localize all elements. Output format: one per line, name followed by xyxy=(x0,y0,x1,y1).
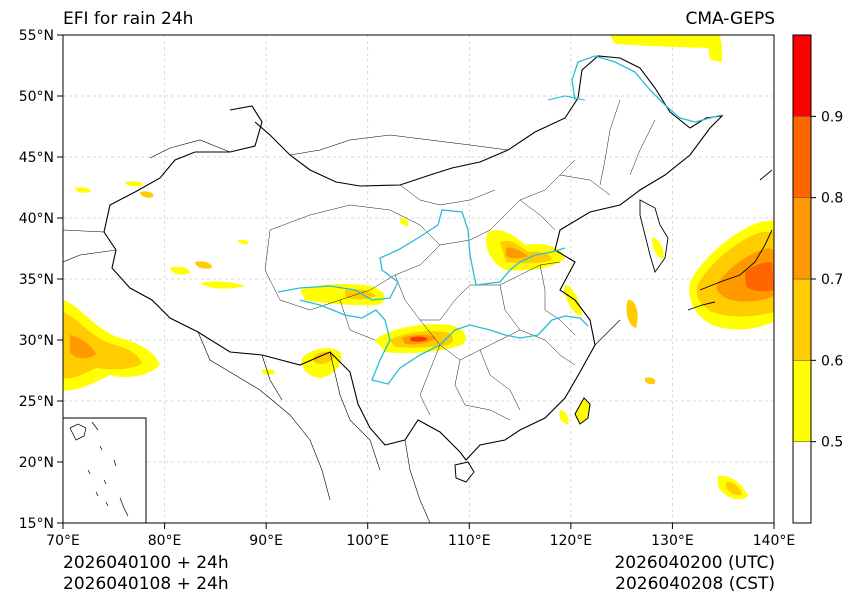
valid-time-utc: 2026040200 (UTC) xyxy=(614,553,775,573)
neighbor-borders xyxy=(63,134,621,523)
colorbar xyxy=(792,34,812,524)
lat-tick-label: 20°N xyxy=(19,455,54,471)
latitude-labels: 55°N 50°N 45°N 40°N 35°N 30°N 25°N 20°N 15°N xyxy=(19,28,54,532)
efi-region-west xyxy=(125,181,143,187)
efi-region-south xyxy=(644,377,656,385)
colorbar-tick-label: 0.8 xyxy=(821,191,843,207)
lat-tick-label: 25°N xyxy=(19,394,54,410)
efi-region-south xyxy=(399,217,409,226)
province-borders xyxy=(264,99,656,421)
lon-tick-label: 110°E xyxy=(448,533,491,549)
china-border xyxy=(103,55,724,461)
yellow-river xyxy=(277,209,566,301)
longitude-labels: 70°E 80°E 90°E 100°E 110°E 120°E 130°E 140°E xyxy=(46,533,795,549)
japan-outline xyxy=(687,169,773,311)
lon-tick-label: 70°E xyxy=(46,533,80,549)
map-title: EFI for rain 24h xyxy=(63,9,194,29)
valid-time-cst: 2026040208 (CST) xyxy=(615,574,775,594)
efi-region-japan xyxy=(745,262,774,292)
korea-outline xyxy=(639,199,669,274)
lat-tick-label: 35°N xyxy=(19,272,54,288)
lon-tick-label: 130°E xyxy=(651,533,694,549)
init-time: 2026040100 + 24h 2026040108 + 24h xyxy=(63,553,229,595)
efi-region-sichuan xyxy=(410,336,428,342)
colorbar-tick-label: 0.6 xyxy=(821,353,843,369)
lon-tick-label: 100°E xyxy=(346,533,389,549)
model-name: CMA-GEPS xyxy=(685,9,775,29)
init-time-cst: 2026040108 + 24h xyxy=(63,574,229,594)
lat-tick-label: 50°N xyxy=(19,89,54,105)
efi-region-east xyxy=(564,285,582,316)
colorbar-tick-label: 0.7 xyxy=(821,272,843,288)
efi-region-west xyxy=(63,312,142,379)
lon-tick-label: 140°E xyxy=(753,533,796,549)
heilong-river xyxy=(571,55,723,123)
efi-region-qinghai xyxy=(300,283,385,306)
south-china-sea-inset xyxy=(62,417,147,524)
lon-tick-label: 80°E xyxy=(148,533,182,549)
lat-tick-label: 15°N xyxy=(19,516,54,532)
efi-region-west xyxy=(238,239,249,245)
efi-region-northeast xyxy=(708,46,722,62)
efi-region-west xyxy=(170,266,190,275)
efi-region-west xyxy=(75,187,91,193)
efi-region-west xyxy=(140,191,154,198)
efi-region-west xyxy=(200,281,245,289)
lat-tick-label: 40°N xyxy=(19,211,54,227)
efi-region-qinghai xyxy=(345,289,376,300)
efi-region-west xyxy=(195,261,212,269)
colorbar-tick-label: 0.5 xyxy=(821,435,843,451)
lat-tick-label: 45°N xyxy=(19,150,54,166)
efi-region-south xyxy=(559,410,569,424)
songhua-river xyxy=(547,95,586,101)
colorbar-segment xyxy=(792,441,812,524)
axis-ticks xyxy=(57,34,775,529)
lat-tick-label: 55°N xyxy=(19,28,54,44)
efi-region-pacific xyxy=(726,481,742,496)
lon-tick-label: 90°E xyxy=(249,533,283,549)
colorbar-segment xyxy=(792,197,812,280)
yangtze-river xyxy=(299,299,589,385)
efi-region-east xyxy=(652,237,664,259)
hainan-island xyxy=(454,461,475,483)
taiwan-island xyxy=(574,397,591,425)
lon-tick-label: 120°E xyxy=(550,533,593,549)
colorbar-segment xyxy=(792,34,812,117)
efi-region-west xyxy=(70,335,96,359)
efi-region-south xyxy=(262,369,275,375)
colorbar-segment xyxy=(792,278,812,361)
efi-region-northeast xyxy=(610,35,722,48)
colorbar-segment xyxy=(792,116,812,198)
init-time-utc: 2026040100 + 24h xyxy=(63,553,229,573)
efi-region-north xyxy=(506,247,528,259)
colorbar-tick-label: 0.9 xyxy=(821,109,843,125)
efi-region-east xyxy=(626,299,638,328)
colorbar-labels: 0.5 0.6 0.7 0.8 0.9 xyxy=(811,109,843,451)
valid-time: 2026040200 (UTC) 2026040208 (CST) xyxy=(614,553,775,595)
efi-region-yunnan xyxy=(314,351,334,365)
efi-shading xyxy=(63,35,774,500)
map-area xyxy=(63,35,774,523)
colorbar-segment xyxy=(792,360,812,442)
lat-tick-label: 30°N xyxy=(19,333,54,349)
